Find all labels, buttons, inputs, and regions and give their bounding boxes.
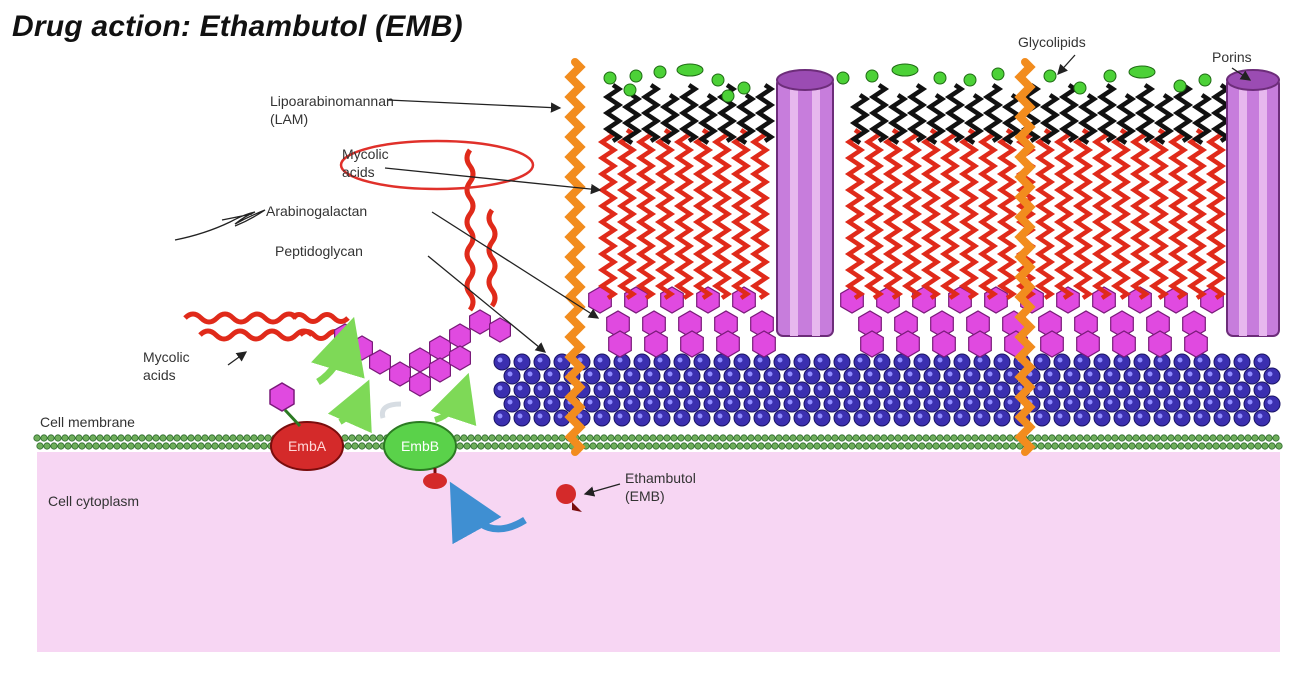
green-arrow-1 <box>311 316 365 386</box>
peptidoglycan-label: Peptidoglycan <box>275 243 363 259</box>
cell-cytoplasm-label: Cell cytoplasm <box>48 493 139 509</box>
porin-2 <box>1226 69 1280 337</box>
mycolic-acid-layer <box>597 63 1232 300</box>
arabinogalactan-label: Arabinogalactan <box>266 203 367 219</box>
green-arrow-2 <box>327 379 372 434</box>
porin-1 <box>776 69 834 337</box>
glycolipids-label: Glycolipids <box>1018 34 1086 50</box>
emba-label: EmbA <box>288 438 327 454</box>
free-mycolic-label-line2: acids <box>143 367 176 383</box>
free-mycolic-acid-2 <box>290 312 350 324</box>
mycolic-label-line1: Mycolic <box>342 146 389 162</box>
free-mycolic-label-line1: Mycolic <box>143 349 190 365</box>
grey-arrow-1 <box>379 401 402 419</box>
bound-ethambutol <box>423 473 447 489</box>
cytoplasm-region <box>37 452 1280 652</box>
lam-label-line2: (LAM) <box>270 111 308 127</box>
porins-label: Porins <box>1212 49 1252 65</box>
lam-label-line1: Lipoarabinomannan <box>270 93 394 109</box>
sugar-hexagon <box>269 382 295 412</box>
mycolic-label-line2: acids <box>342 164 375 180</box>
free-mycolic-acid-1 <box>183 311 299 325</box>
peptidoglycan-layer <box>493 353 1281 427</box>
highlight-ring <box>339 139 535 191</box>
free-mycolic-acid-3 <box>198 328 314 342</box>
lipoarabinomannan-chains <box>564 58 1036 456</box>
cell-membrane <box>33 434 1283 450</box>
embb-label: EmbB <box>401 438 439 454</box>
emba-enzyme: EmbA <box>270 421 344 471</box>
cell-membrane-label: Cell membrane <box>40 414 135 430</box>
ethambutol-label-line1: Ethambutol <box>625 470 696 486</box>
free-ethambutol <box>556 484 582 512</box>
page-title: Drug action: Ethambutol (EMB) <box>12 10 463 43</box>
embb-enzyme: EmbB <box>383 421 457 471</box>
arabinogalactan-strand <box>334 309 511 397</box>
blue-curved-arrow <box>449 481 527 545</box>
green-arrow-3 <box>430 372 477 427</box>
ethambutol-label-line2: (EMB) <box>625 488 665 504</box>
pen-scribble <box>174 209 266 241</box>
